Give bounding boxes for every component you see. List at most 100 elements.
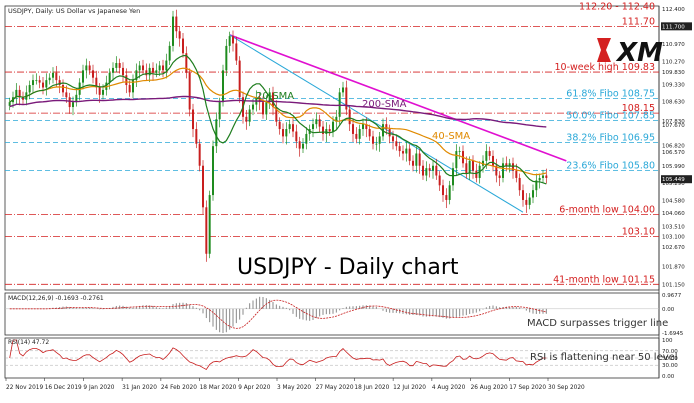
candle-body <box>332 121 334 132</box>
candle-body <box>378 136 381 144</box>
rsi-path <box>9 339 547 371</box>
price-tick-label: 104.580 <box>662 198 685 204</box>
descending-trendline <box>229 34 567 162</box>
candle-body <box>115 63 118 68</box>
candle-body <box>522 190 524 200</box>
candle-body <box>355 133 358 139</box>
price-tick-label: 112.400 <box>662 7 685 13</box>
candle-body <box>172 16 174 46</box>
candle-body <box>225 45 228 71</box>
candle-body <box>415 153 418 166</box>
rsi-label: RSI(14) 47.72 <box>8 339 49 346</box>
macd-tick-label: 0.00 <box>662 307 675 313</box>
price-tick-label: 111.700 <box>662 24 685 30</box>
candle-body <box>435 165 438 176</box>
horizontal-levels: 112.20 - 112.40 111.70 10-week high 109.83… <box>5 2 659 285</box>
candle-body <box>525 199 528 205</box>
candle-body <box>278 121 281 130</box>
candle-body <box>128 85 131 93</box>
candle-body <box>365 124 368 130</box>
price-tick-label: 109.330 <box>662 82 685 88</box>
candle-body <box>138 65 141 71</box>
candle-body <box>445 195 448 200</box>
candle-body <box>68 97 71 108</box>
price-tick-label: 110.970 <box>662 42 685 48</box>
price-tick-label: 105.990 <box>662 164 685 170</box>
candle-body <box>448 185 451 200</box>
candle-body <box>502 163 504 178</box>
candle-body <box>135 70 138 81</box>
candle-body <box>368 129 371 137</box>
price-tick-label: 110.270 <box>662 59 685 65</box>
candle-body <box>352 124 354 134</box>
price-tick-label: 106.570 <box>662 150 685 156</box>
candle-body <box>322 126 324 134</box>
level-label: 6-month low 104.00 <box>559 205 655 216</box>
macd-label: MACD(12,26,9) -0.1693 -0.2761 <box>8 295 104 302</box>
xm-logo: XM <box>597 38 663 68</box>
candle-body <box>198 143 201 166</box>
macd-signal-line <box>9 299 547 329</box>
level-label: 23.6% Fibo 105.80 <box>566 161 655 172</box>
candle-body <box>325 129 328 134</box>
date-tick-label: 22 Nov 2019 <box>6 385 43 391</box>
candle-body <box>202 165 204 208</box>
candle-body <box>412 160 414 166</box>
candle-body <box>345 87 348 110</box>
candle-body <box>165 60 168 71</box>
candle-body <box>15 89 18 98</box>
candle-body <box>265 102 268 115</box>
candle-body <box>372 136 374 144</box>
candle-body <box>158 65 161 71</box>
candle-body <box>472 160 474 171</box>
candle-body <box>302 143 304 149</box>
candle-body <box>452 168 454 186</box>
candle-body <box>392 136 394 142</box>
candle-body <box>348 109 351 125</box>
chart-title: USDJPY - Daily chart <box>237 255 459 280</box>
level-label: 38.2% Fibo 106.95 <box>566 132 655 143</box>
candle-body <box>82 70 84 83</box>
price-tick-highlight <box>661 22 692 31</box>
date-tick-label: 26 Aug 2020 <box>471 385 508 391</box>
candle-body <box>285 129 288 137</box>
candle-body <box>418 153 421 166</box>
level-label: 108.15 <box>622 103 655 114</box>
candle-body <box>42 82 44 88</box>
candle-body <box>498 175 501 178</box>
macd-annotation: MACD surpasses trigger line <box>527 318 668 329</box>
candle-body <box>512 163 514 171</box>
candle-body <box>125 75 128 86</box>
candle-body <box>428 168 431 171</box>
candle-body <box>538 177 541 181</box>
candle-body <box>235 43 238 61</box>
candle-body <box>358 129 361 139</box>
candle-body <box>425 168 428 176</box>
price-tick-label: 103.100 <box>662 235 685 241</box>
candle-body <box>32 80 34 86</box>
candle-body <box>545 175 548 178</box>
candle-body <box>475 170 478 178</box>
candle-body <box>318 119 321 127</box>
candle-body <box>35 80 38 81</box>
candle-body <box>212 146 214 196</box>
channel-line <box>229 34 524 213</box>
candle-body <box>388 129 391 137</box>
candle-body <box>162 65 164 71</box>
candle-body <box>338 92 341 117</box>
candle-body <box>395 141 398 147</box>
price-tick-label: 102.670 <box>662 245 685 251</box>
candle-body <box>155 70 158 73</box>
xm-logo-mark <box>597 38 611 62</box>
candle-body <box>72 102 74 108</box>
candle-body <box>382 124 384 137</box>
candle-body <box>8 102 11 106</box>
candle-body <box>508 163 511 166</box>
candle-body <box>442 185 444 196</box>
candle-body <box>188 72 191 110</box>
candle-body <box>22 97 24 100</box>
trendlines <box>229 34 567 213</box>
date-tick-label: 30 Sep 2020 <box>548 385 585 391</box>
candle-body <box>492 155 494 166</box>
